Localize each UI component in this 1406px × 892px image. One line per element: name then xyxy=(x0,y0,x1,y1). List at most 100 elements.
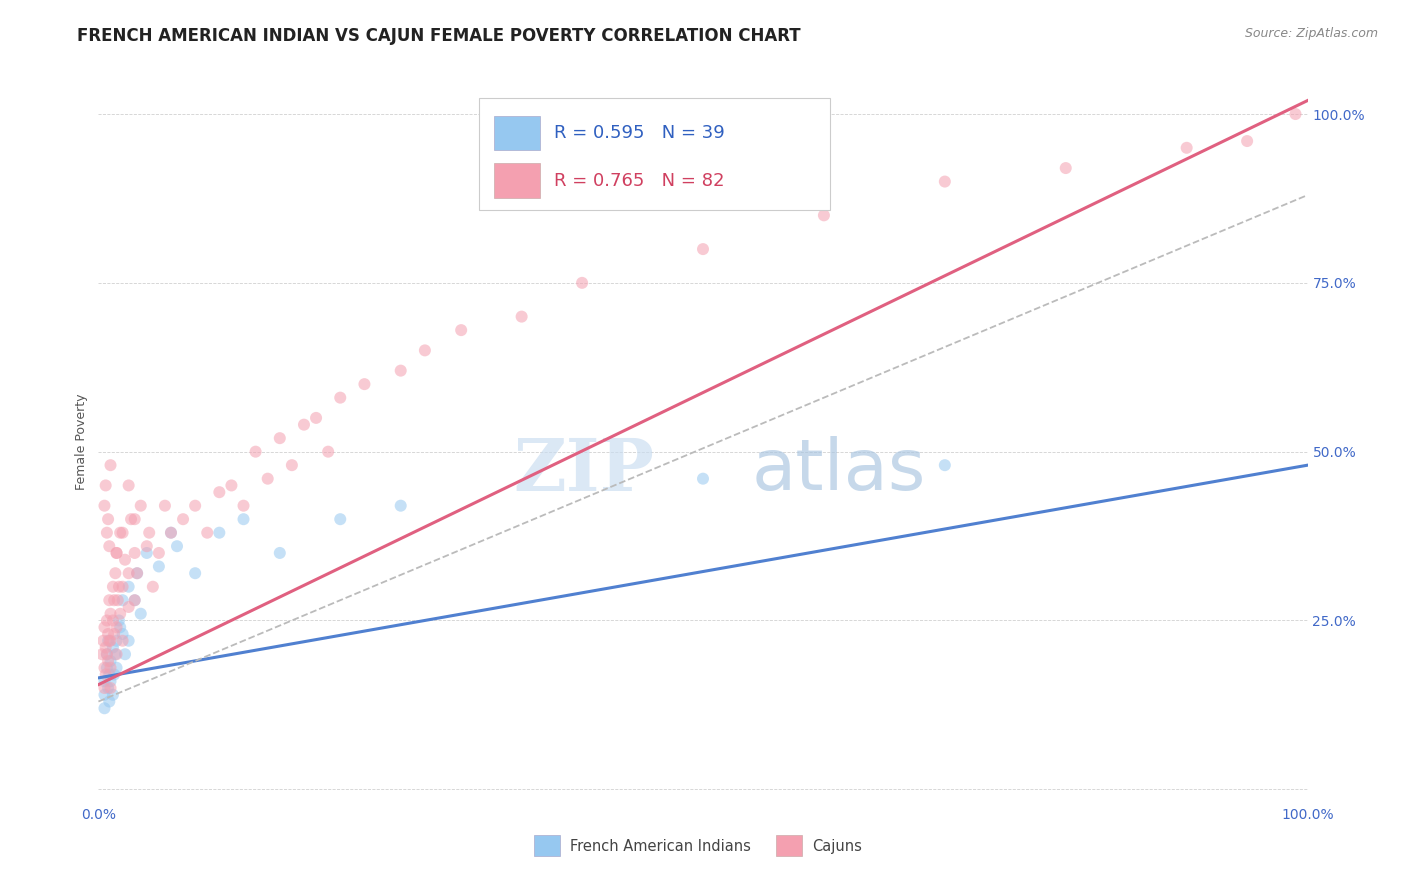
Point xyxy=(104,647,127,661)
Point xyxy=(269,546,291,560)
Point xyxy=(105,633,128,648)
Point xyxy=(571,276,593,290)
Point xyxy=(96,661,118,675)
Point xyxy=(93,674,115,689)
Point xyxy=(292,417,315,432)
Point xyxy=(329,512,352,526)
Point xyxy=(100,607,122,621)
Text: R = 0.595   N = 39: R = 0.595 N = 39 xyxy=(554,124,725,142)
Point xyxy=(105,546,128,560)
Point xyxy=(305,411,328,425)
Point xyxy=(1236,134,1258,148)
Point xyxy=(98,593,121,607)
Point xyxy=(118,599,141,614)
Point xyxy=(127,566,149,581)
Point xyxy=(108,614,131,628)
Point xyxy=(135,546,157,560)
Point xyxy=(135,539,157,553)
Point xyxy=(111,627,134,641)
Point xyxy=(166,539,188,553)
FancyBboxPatch shape xyxy=(479,98,830,211)
Point xyxy=(934,175,956,189)
Point xyxy=(108,525,131,540)
Point xyxy=(98,667,121,681)
Point xyxy=(245,444,267,458)
Point xyxy=(281,458,304,472)
Point xyxy=(96,647,118,661)
Point xyxy=(127,566,149,581)
Point xyxy=(208,485,231,500)
Point xyxy=(118,633,141,648)
Point xyxy=(98,633,121,648)
Point xyxy=(93,681,115,695)
Point xyxy=(124,512,146,526)
Point xyxy=(111,580,134,594)
Point xyxy=(97,633,120,648)
Point xyxy=(353,377,375,392)
Point xyxy=(100,654,122,668)
Point xyxy=(232,512,254,526)
Point xyxy=(1054,161,1077,175)
Point xyxy=(101,640,124,655)
Point xyxy=(96,614,118,628)
Y-axis label: Female Poverty: Female Poverty xyxy=(75,393,89,490)
Point xyxy=(195,525,218,540)
Text: atlas: atlas xyxy=(751,436,925,505)
Point xyxy=(316,444,339,458)
Point xyxy=(256,472,278,486)
Point xyxy=(101,688,124,702)
Point xyxy=(232,499,254,513)
Point xyxy=(93,688,115,702)
Point xyxy=(98,694,121,708)
Point xyxy=(160,525,183,540)
Point xyxy=(103,627,125,641)
Point xyxy=(105,546,128,560)
Point xyxy=(153,499,176,513)
Point xyxy=(111,593,134,607)
Point xyxy=(104,566,127,581)
Point xyxy=(510,310,533,324)
Point xyxy=(692,472,714,486)
Point xyxy=(329,391,352,405)
Point xyxy=(94,667,117,681)
FancyBboxPatch shape xyxy=(494,116,540,151)
Point xyxy=(100,681,122,695)
Point xyxy=(97,512,120,526)
Point xyxy=(91,633,114,648)
Point xyxy=(692,242,714,256)
Point xyxy=(91,647,114,661)
Point xyxy=(124,546,146,560)
Point xyxy=(100,674,122,689)
Point xyxy=(93,620,115,634)
Point xyxy=(138,525,160,540)
Point xyxy=(148,546,170,560)
Point xyxy=(184,499,207,513)
FancyBboxPatch shape xyxy=(776,835,803,855)
Point xyxy=(97,627,120,641)
Point xyxy=(101,580,124,594)
Point xyxy=(94,640,117,655)
Point xyxy=(105,661,128,675)
Point xyxy=(118,478,141,492)
Point xyxy=(100,661,122,675)
Point xyxy=(389,499,412,513)
Point xyxy=(221,478,243,492)
Point xyxy=(114,552,136,566)
FancyBboxPatch shape xyxy=(494,163,540,198)
Point xyxy=(1284,107,1306,121)
Point xyxy=(129,607,152,621)
Point xyxy=(160,525,183,540)
Point xyxy=(172,512,194,526)
Point xyxy=(148,559,170,574)
Point xyxy=(813,208,835,222)
Point xyxy=(413,343,436,358)
Point xyxy=(100,458,122,472)
Point xyxy=(93,499,115,513)
Point xyxy=(93,661,115,675)
Point xyxy=(101,614,124,628)
Text: ZIP: ZIP xyxy=(513,435,655,506)
Point xyxy=(93,701,115,715)
Point xyxy=(118,566,141,581)
Point xyxy=(96,647,118,661)
Point xyxy=(96,525,118,540)
